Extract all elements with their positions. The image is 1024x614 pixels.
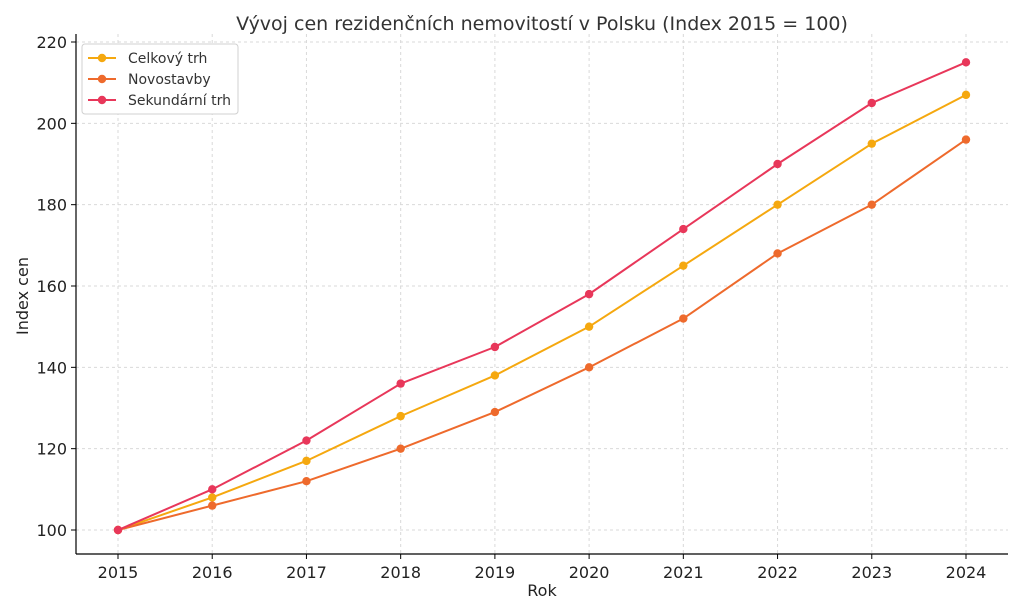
data-point	[867, 98, 876, 108]
y-axis-label: Index cen	[13, 257, 32, 335]
x-axis-label: Rok	[527, 581, 557, 600]
data-point	[679, 261, 688, 270]
data-point	[302, 456, 311, 466]
data-point	[679, 224, 688, 234]
x-tick-label: 2017	[286, 563, 327, 582]
x-tick-label: 2015	[98, 563, 139, 582]
series-line	[117, 61, 967, 531]
x-tick-label: 2018	[380, 563, 421, 582]
data-point	[584, 322, 594, 331]
data-point	[302, 477, 311, 486]
y-tick-label: 180	[36, 196, 67, 215]
legend-marker	[97, 53, 107, 63]
data-point	[773, 159, 782, 169]
data-point	[584, 363, 594, 372]
x-tick-label: 2023	[851, 563, 892, 582]
y-tick-label: 140	[36, 358, 67, 377]
data-point	[208, 501, 217, 510]
series-line	[117, 138, 967, 531]
data-point	[208, 493, 217, 502]
data-point	[302, 436, 311, 445]
data-point	[961, 58, 971, 67]
data-point	[396, 379, 405, 388]
data-point	[490, 407, 500, 417]
y-tick-label: 200	[36, 114, 67, 133]
legend-label: Sekundární trh	[128, 93, 231, 109]
y-tick-label: 120	[36, 440, 67, 459]
data-point	[584, 289, 594, 299]
data-point	[490, 342, 500, 352]
x-tick-label: 2020	[569, 563, 610, 582]
data-point	[679, 314, 688, 323]
y-tick-label: 220	[36, 33, 67, 52]
y-tick-label: 100	[36, 521, 67, 540]
data-point	[867, 200, 876, 209]
x-tick-label: 2016	[192, 563, 233, 582]
series-lines	[113, 58, 971, 535]
legend-label: Celkový trh	[128, 51, 207, 67]
legend: Celkový trh Novostavby Sekundární trh	[81, 43, 239, 115]
legend-box	[81, 43, 239, 115]
y-tick-label: 160	[36, 277, 67, 296]
x-axis-ticks: 2015 2016 2017 2018 2019 2020 2021 2022 2023 2024	[98, 554, 987, 582]
series-line	[117, 93, 967, 531]
data-point	[773, 249, 782, 258]
x-tick-label: 2024	[946, 563, 987, 582]
data-point	[490, 371, 500, 380]
legend-marker	[97, 74, 107, 84]
x-tick-label: 2021	[663, 563, 704, 582]
data-point	[773, 200, 782, 209]
data-point	[961, 90, 971, 100]
legend-marker	[97, 95, 107, 105]
data-point	[396, 411, 405, 421]
data-point	[113, 525, 123, 535]
data-point	[867, 139, 876, 148]
data-point	[396, 444, 405, 453]
data-point	[208, 485, 217, 494]
y-axis-ticks: 100 120 140 160 180 200 220	[36, 33, 76, 540]
data-point	[961, 135, 971, 144]
legend-label: Novostavby	[128, 72, 211, 88]
x-tick-label: 2022	[757, 563, 798, 582]
x-tick-label: 2019	[475, 563, 516, 582]
chart-title: Vývoj cen rezidenčních nemovitostí v Pol…	[236, 13, 848, 35]
